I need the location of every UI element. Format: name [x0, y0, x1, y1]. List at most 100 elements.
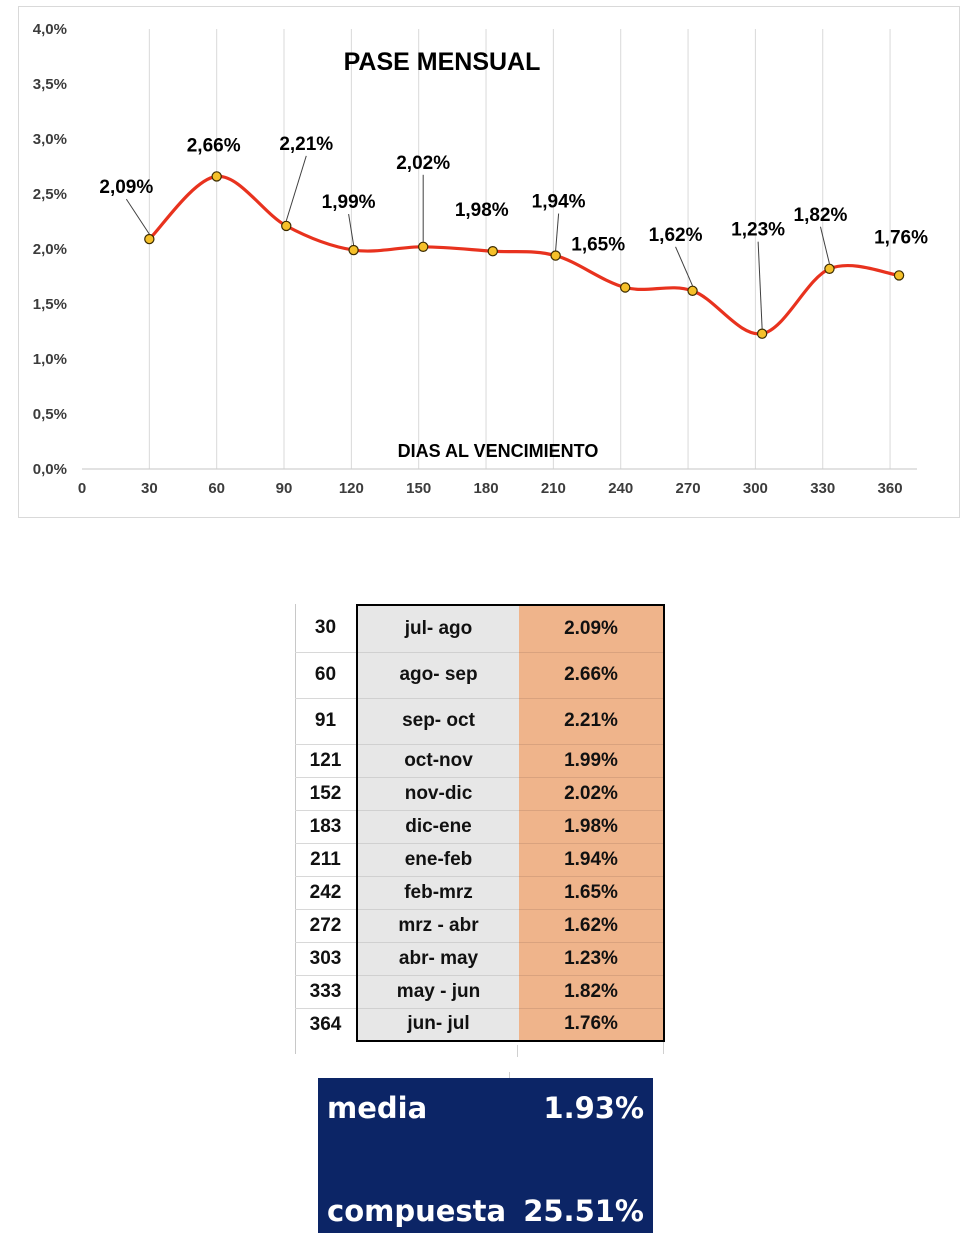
y-tick-label: 0,5% — [33, 406, 67, 423]
y-tick-label: 3,0% — [33, 131, 67, 148]
data-label: 2,21% — [279, 134, 333, 155]
days-cell: 91 — [295, 698, 357, 745]
period-cell: feb-mrz — [356, 876, 519, 910]
data-point — [144, 233, 155, 245]
period-cell: ago- sep — [356, 652, 519, 699]
rate-cell: 2.02% — [519, 777, 665, 811]
data-markers — [144, 171, 905, 339]
sheet-gridline — [509, 1072, 510, 1080]
compound-row: compuesta 25.51% — [318, 1191, 653, 1231]
days-cell: 211 — [295, 843, 357, 877]
y-tick-labels: 0,0% 0,5% 1,0% 1,5% 2,0% 2,5% 3,0% 3,5% 4,0% — [33, 21, 67, 478]
rate-cell: 2.09% — [519, 604, 665, 653]
table-row: 30 jul- ago 2.09% — [295, 604, 665, 653]
x-tick-label: 90 — [276, 480, 293, 497]
period-cell: jul- ago — [356, 604, 519, 653]
data-label: 1,94% — [532, 192, 586, 213]
x-tick-label: 60 — [208, 480, 225, 497]
data-point — [348, 244, 359, 256]
chart-frame: 0,0% 0,5% 1,0% 1,5% 2,0% 2,5% 3,0% 3,5% 4,0% 0 30… — [18, 6, 960, 518]
rate-cell: 1.65% — [519, 876, 665, 910]
mean-label: media — [327, 1091, 428, 1125]
leader-line — [675, 246, 693, 286]
mean-row: media 1.93% — [318, 1088, 653, 1128]
period-cell: jun- jul — [356, 1008, 519, 1042]
data-point — [687, 285, 698, 296]
rate-cell: 1.98% — [519, 810, 665, 844]
sheet-gridline — [517, 1045, 518, 1057]
leader-line — [125, 198, 150, 235]
x-tick-label: 210 — [541, 480, 566, 497]
monthly-rate-table-wrap: 30 jul- ago 2.09% 60 ago- sep 2.66% 91 sep- oct… — [295, 604, 671, 1057]
x-tick-label: 270 — [676, 480, 701, 497]
days-cell: 60 — [295, 652, 357, 699]
period-cell: dic-ene — [356, 810, 519, 844]
x-tick-label: 330 — [810, 480, 835, 497]
leader-line — [285, 155, 307, 222]
x-tick-labels: 0 30 60 90 120 150 180 210 240 270 300 330 360 — [78, 480, 903, 497]
summary-box: media 1.93% compuesta 25.51% — [318, 1078, 653, 1233]
data-point — [893, 270, 905, 281]
period-cell: mrz - abr — [356, 909, 519, 943]
y-tick-label: 3,5% — [33, 76, 67, 93]
period-cell: oct-nov — [356, 744, 519, 778]
table-row: 152 nov-dic 2.02% — [295, 777, 665, 811]
rate-cell: 1.94% — [519, 843, 665, 877]
period-cell: may - jun — [356, 975, 519, 1009]
y-tick-label: 1,5% — [33, 296, 67, 313]
table-row: 364 jun- jul 1.76% — [295, 1008, 665, 1042]
days-cell: 364 — [309, 1013, 342, 1035]
x-tick-label: 240 — [608, 480, 633, 497]
days-cell: 333 — [295, 975, 357, 1009]
data-labels: 2,09% 2,66% 2,21% 1,99% 2,02% 1,98% 1,94% 1,65%… — [99, 134, 928, 256]
table-row: 333 may - jun 1.82% — [295, 975, 665, 1009]
gridlines — [148, 29, 891, 469]
rate-cell: 1.76% — [519, 1008, 665, 1042]
data-point — [417, 241, 429, 252]
rate-cell: 1.23% — [519, 942, 665, 976]
leader-line — [555, 213, 560, 251]
table-row: 242 feb-mrz 1.65% — [295, 876, 665, 910]
rate-cell: 1.99% — [519, 744, 665, 778]
leader-line — [819, 226, 830, 264]
y-tick-label: 1,0% — [33, 351, 67, 368]
chart-title: PASE MENSUAL — [344, 48, 541, 76]
table-row: 303 abr- may 1.23% — [295, 942, 665, 976]
period-cell: ene-feb — [356, 843, 519, 877]
data-label: 1,62% — [649, 225, 703, 246]
data-label: 1,76% — [874, 227, 928, 248]
y-tick-label: 2,0% — [33, 241, 67, 258]
data-point — [756, 328, 768, 339]
leader-line — [757, 241, 763, 329]
y-tick-label: 2,5% — [33, 186, 67, 203]
data-label: 1,98% — [455, 200, 509, 221]
days-cell: 30 — [295, 605, 357, 653]
period-cell: sep- oct — [356, 698, 519, 745]
leader-line — [348, 214, 355, 246]
monthly-rate-table: 30 jul- ago 2.09% 60 ago- sep 2.66% 91 sep- oct… — [295, 604, 665, 1042]
data-label: 1,99% — [322, 192, 376, 213]
x-tick-label: 150 — [406, 480, 431, 497]
table-row: 183 dic-ene 1.98% — [295, 810, 665, 844]
days-cell: 121 — [295, 744, 357, 778]
table-row: 121 oct-nov 1.99% — [295, 744, 665, 778]
y-tick-label: 4,0% — [33, 21, 67, 38]
data-point — [281, 220, 292, 232]
data-label: 1,82% — [794, 205, 848, 226]
data-point — [211, 171, 222, 182]
period-cell: nov-dic — [356, 777, 519, 811]
rate-cell: 2.21% — [519, 698, 665, 745]
mean-value: 1.93% — [543, 1091, 644, 1125]
rate-cell: 2.66% — [519, 652, 665, 699]
table-row: 60 ago- sep 2.66% — [295, 652, 665, 699]
days-cell: 242 — [295, 876, 357, 910]
compound-value: 25.51% — [523, 1194, 644, 1228]
rate-cell: 1.82% — [519, 975, 665, 1009]
days-cell: 272 — [295, 909, 357, 943]
data-label: 2,02% — [396, 153, 450, 174]
x-tick-label: 30 — [141, 480, 158, 497]
data-label: 1,65% — [571, 235, 625, 256]
x-tick-label: 360 — [878, 480, 903, 497]
data-point — [550, 250, 561, 261]
days-cell: 303 — [295, 942, 357, 976]
